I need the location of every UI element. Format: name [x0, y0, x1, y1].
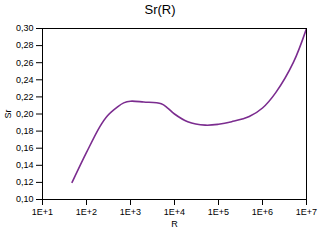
svg-text:0,22: 0,22 — [16, 92, 34, 102]
svg-text:0,10: 0,10 — [16, 194, 34, 204]
svg-text:1E+2: 1E+2 — [76, 207, 97, 217]
svg-text:0,16: 0,16 — [16, 143, 34, 153]
svg-text:1E+7: 1E+7 — [296, 207, 317, 217]
svg-text:0,20: 0,20 — [16, 109, 34, 119]
svg-text:1E+6: 1E+6 — [252, 207, 273, 217]
svg-text:1E+4: 1E+4 — [164, 207, 185, 217]
svg-text:1E+1: 1E+1 — [32, 207, 53, 217]
svg-text:R: R — [171, 219, 178, 229]
svg-text:0,12: 0,12 — [16, 177, 34, 187]
svg-text:0,14: 0,14 — [16, 160, 34, 170]
svg-text:1E+5: 1E+5 — [208, 207, 229, 217]
svg-text:0,26: 0,26 — [16, 58, 34, 68]
svg-text:1E+3: 1E+3 — [120, 207, 141, 217]
svg-text:0,18: 0,18 — [16, 126, 34, 136]
svg-text:0,28: 0,28 — [16, 40, 34, 50]
svg-text:0,24: 0,24 — [16, 75, 34, 85]
svg-text:0,30: 0,30 — [16, 23, 34, 33]
svg-text:Sr: Sr — [3, 109, 13, 118]
html-text:Sr(R): Sr(R) — [144, 2, 176, 17]
